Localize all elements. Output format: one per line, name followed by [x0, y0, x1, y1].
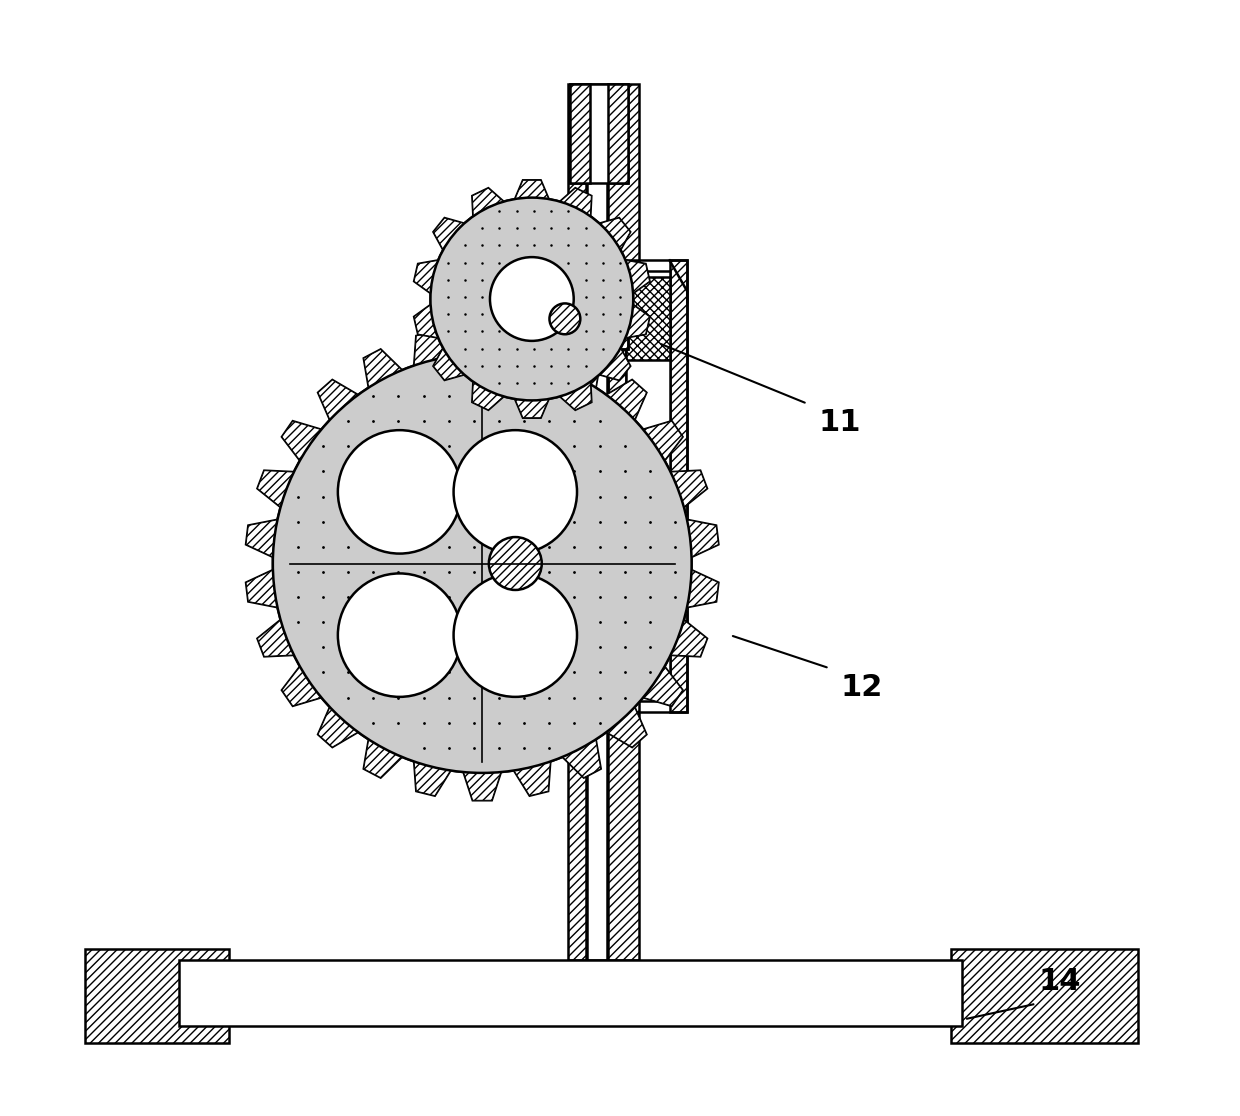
Polygon shape: [515, 331, 551, 365]
Text: 11: 11: [818, 408, 861, 437]
Bar: [951, 950, 1138, 1043]
Circle shape: [549, 304, 580, 335]
Polygon shape: [363, 740, 402, 778]
Polygon shape: [258, 471, 294, 507]
Polygon shape: [363, 349, 402, 387]
Polygon shape: [626, 305, 650, 338]
Bar: [608, 84, 639, 960]
Circle shape: [489, 537, 542, 590]
Bar: [604, 305, 627, 348]
Polygon shape: [515, 181, 548, 199]
Polygon shape: [414, 181, 650, 417]
Bar: [608, 84, 627, 183]
Polygon shape: [434, 348, 464, 379]
Polygon shape: [606, 379, 646, 420]
Polygon shape: [319, 708, 358, 747]
Polygon shape: [319, 379, 358, 420]
Bar: [608, 260, 687, 712]
Polygon shape: [563, 740, 600, 778]
Polygon shape: [644, 421, 682, 461]
Polygon shape: [246, 327, 718, 800]
Polygon shape: [560, 382, 591, 410]
Polygon shape: [515, 761, 551, 796]
Bar: [179, 960, 962, 1027]
Polygon shape: [414, 331, 450, 365]
Polygon shape: [600, 218, 630, 250]
Circle shape: [454, 430, 577, 554]
Polygon shape: [600, 348, 630, 379]
Text: 12: 12: [841, 673, 883, 702]
Polygon shape: [671, 471, 707, 507]
Bar: [625, 277, 670, 359]
Polygon shape: [414, 761, 450, 796]
Polygon shape: [626, 260, 650, 294]
Bar: [548, 305, 627, 348]
Polygon shape: [434, 218, 464, 250]
Polygon shape: [687, 570, 718, 607]
Polygon shape: [414, 260, 438, 294]
Circle shape: [430, 198, 634, 401]
Circle shape: [273, 354, 692, 773]
Bar: [568, 84, 585, 960]
Bar: [608, 260, 625, 712]
Circle shape: [430, 198, 634, 401]
Bar: [577, 305, 600, 348]
Polygon shape: [563, 349, 600, 387]
Circle shape: [454, 574, 577, 696]
Text: 14: 14: [1039, 968, 1081, 995]
Polygon shape: [464, 327, 501, 355]
Polygon shape: [606, 708, 646, 747]
Circle shape: [490, 257, 574, 340]
Polygon shape: [515, 400, 548, 417]
Polygon shape: [671, 620, 707, 656]
Bar: [625, 271, 670, 701]
Polygon shape: [246, 520, 278, 557]
Bar: [548, 305, 572, 348]
Polygon shape: [472, 382, 503, 410]
Polygon shape: [560, 189, 591, 217]
Circle shape: [273, 354, 692, 773]
Polygon shape: [464, 772, 501, 800]
Polygon shape: [644, 666, 682, 705]
Bar: [570, 84, 590, 183]
Bar: [587, 84, 606, 960]
Polygon shape: [687, 520, 718, 557]
Polygon shape: [472, 189, 503, 217]
Polygon shape: [281, 666, 321, 705]
Bar: [570, 84, 627, 183]
Bar: [670, 260, 687, 712]
Polygon shape: [414, 305, 438, 338]
Circle shape: [337, 430, 461, 554]
Polygon shape: [281, 421, 321, 461]
Polygon shape: [258, 620, 294, 656]
Bar: [86, 950, 228, 1043]
Polygon shape: [246, 570, 278, 607]
Circle shape: [337, 574, 461, 696]
